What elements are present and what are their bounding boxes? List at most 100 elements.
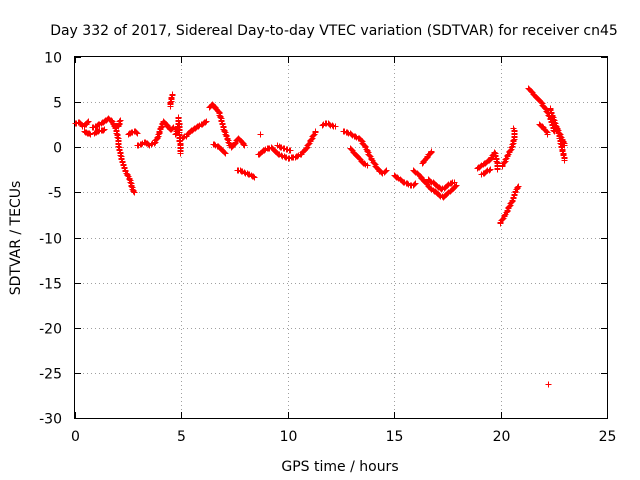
data-point-marker: [326, 121, 333, 128]
data-point-marker: [487, 166, 494, 173]
data-point-marker: [561, 157, 568, 164]
series-arc-04: [91, 126, 108, 137]
data-point-marker: [543, 128, 550, 135]
series-arc-13: [234, 167, 258, 181]
data-point-marker: [287, 147, 294, 154]
data-point-marker: [95, 128, 102, 135]
data-point-marker: [169, 91, 176, 98]
data-point-marker: [448, 180, 455, 187]
data-point-marker: [85, 118, 92, 125]
series-arc-05: [115, 117, 124, 130]
series-arc-26: [497, 183, 522, 227]
data-point-marker: [128, 183, 135, 190]
data-point-marker: [412, 180, 419, 187]
data-point-marker: [436, 192, 443, 199]
series-arc-21: [410, 167, 460, 201]
data-point-marker: [130, 188, 137, 195]
data-point-marker: [411, 181, 418, 188]
series-arc-09: [172, 114, 184, 157]
data-point-marker: [240, 141, 247, 148]
data-point-marker: [364, 162, 371, 169]
series-arc-02: [81, 128, 94, 138]
series-arc-12: [210, 141, 229, 157]
y-tick-label: -5: [48, 186, 62, 202]
data-point-marker: [383, 167, 390, 174]
data-point-marker: [514, 184, 521, 191]
x-tick-label: 20: [493, 429, 511, 445]
data-point-marker: [117, 152, 124, 159]
data-point-marker: [364, 148, 371, 155]
data-point-marker: [251, 174, 258, 181]
data-point-marker: [506, 203, 513, 210]
data-point-marker: [257, 131, 264, 138]
data-point-marker: [303, 145, 310, 152]
series-arc-31: [553, 123, 568, 149]
data-point-marker: [87, 131, 94, 138]
data-point-marker: [308, 136, 315, 143]
x-tick-label: 15: [386, 429, 404, 445]
data-point-marker: [167, 99, 174, 106]
series-arc-01: [72, 118, 92, 130]
plot-frame: [74, 56, 608, 419]
data-point-marker: [203, 118, 210, 125]
data-point-marker: [561, 142, 568, 149]
series-arc-29: [536, 121, 551, 138]
y-tick-label: -15: [39, 277, 62, 293]
series-arc-25: [478, 166, 494, 178]
data-point-marker: [551, 119, 558, 126]
data-point-marker: [221, 128, 228, 135]
y-tick-label: 5: [53, 96, 62, 112]
data-point-marker: [241, 169, 248, 176]
data-point-marker: [550, 116, 557, 123]
grid: [75, 57, 607, 418]
data-point-marker: [556, 130, 563, 137]
data-point-marker: [329, 122, 336, 129]
data-point-marker: [221, 149, 228, 156]
tick-labels: 0 5 10 15 20 25 10 5 0 -5 -10 -15 -20 -25 -30: [39, 51, 616, 446]
y-tick-label: -30: [39, 412, 62, 428]
y-tick-label: 0: [53, 141, 62, 157]
data-point-marker: [116, 118, 123, 125]
data-point-marker: [177, 150, 184, 157]
data-point-marker: [154, 134, 161, 141]
data-series: [72, 85, 568, 388]
series-arc-03: [89, 115, 138, 196]
y-tick-label: 10: [44, 51, 62, 67]
data-point-marker: [101, 126, 108, 133]
data-point-marker: [312, 128, 319, 135]
data-point-marker: [560, 139, 567, 146]
data-point-marker: [148, 141, 155, 148]
series-arc-22: [419, 148, 435, 167]
data-point-marker: [451, 179, 458, 186]
data-point-marker: [134, 130, 141, 137]
data-point-marker: [508, 144, 515, 151]
series-arc-15: [255, 128, 319, 162]
y-tick-label: -10: [39, 232, 62, 248]
x-tick-label: 5: [177, 429, 186, 445]
data-point-marker: [217, 114, 224, 121]
data-point-marker: [427, 178, 434, 185]
data-point-marker: [250, 173, 257, 180]
series-outlier: [545, 381, 552, 388]
axis-ticks: [75, 57, 608, 419]
series-arc-08: [167, 91, 176, 110]
series-arc-14: [257, 131, 264, 138]
data-point-marker: [115, 143, 122, 150]
data-point-marker: [483, 168, 490, 175]
data-point-marker: [371, 160, 378, 167]
data-point-marker: [202, 119, 209, 126]
data-point-marker: [494, 166, 501, 173]
data-point-marker: [180, 134, 187, 141]
data-point-marker: [509, 141, 516, 148]
data-point-marker: [170, 124, 177, 131]
chart-title: Day 332 of 2017, Sidereal Day-to-day VTE…: [50, 23, 618, 39]
series-arc-16: [274, 142, 294, 154]
data-point-marker: [438, 186, 445, 193]
data-point-marker: [486, 167, 493, 174]
data-point-marker: [538, 99, 545, 106]
data-point-marker: [428, 148, 435, 155]
data-point-marker: [126, 176, 133, 183]
y-tick-label: -25: [39, 367, 62, 383]
series-arc-07: [134, 118, 177, 149]
